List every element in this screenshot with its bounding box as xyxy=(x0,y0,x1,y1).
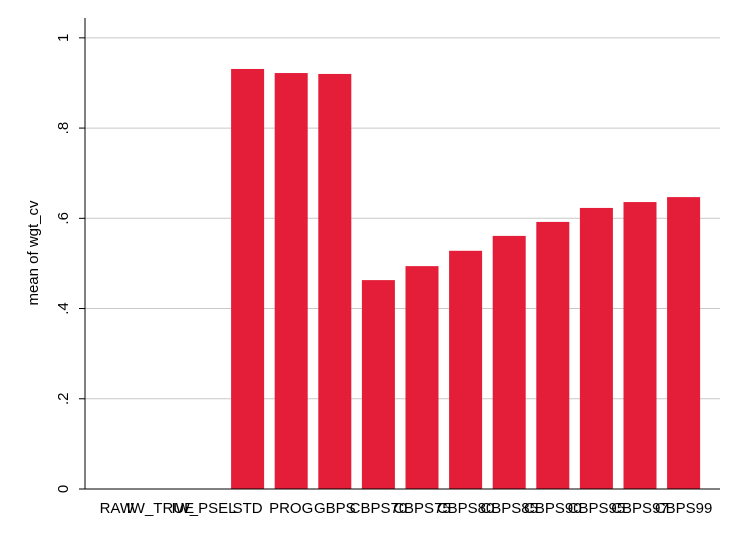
bar xyxy=(623,202,657,489)
x-tick-label: CBPS95 xyxy=(568,500,626,517)
y-tick-label: .4 xyxy=(55,302,72,315)
bar xyxy=(231,68,265,489)
x-tick-label: CBPS70 xyxy=(350,500,408,517)
bar xyxy=(579,207,613,490)
bar xyxy=(449,250,483,489)
x-tick-label: CBPS75 xyxy=(393,500,451,517)
y-tick-label: 1 xyxy=(55,34,72,42)
x-tick-label: IW_TRUE xyxy=(127,500,195,517)
y-axis-label: mean of wgt_cv xyxy=(25,200,42,306)
x-tick-label: CBPS80 xyxy=(437,500,495,517)
bar xyxy=(405,266,439,489)
bar xyxy=(318,73,352,489)
x-tick-label: IW_PSEL xyxy=(171,500,236,517)
y-tick-label: .2 xyxy=(55,393,72,406)
x-tick-label: CBPS90 xyxy=(524,500,582,517)
x-tick-label: CBPS99 xyxy=(655,500,713,517)
x-tick-label: PROG xyxy=(269,500,313,517)
bar xyxy=(492,235,526,489)
bar xyxy=(274,73,308,490)
y-tick-label: 0 xyxy=(55,485,72,493)
y-tick-label: .8 xyxy=(55,122,72,135)
x-tick-label: CBPS97 xyxy=(611,500,669,517)
bar xyxy=(361,280,395,489)
bar xyxy=(667,197,701,489)
y-tick-label: .6 xyxy=(55,212,72,225)
x-tick-label: GBPS xyxy=(314,500,356,517)
x-tick-label: STD xyxy=(233,500,263,517)
x-tick-label: CBPS85 xyxy=(480,500,538,517)
x-tick-label: RAW xyxy=(100,500,135,517)
bar xyxy=(536,221,570,489)
